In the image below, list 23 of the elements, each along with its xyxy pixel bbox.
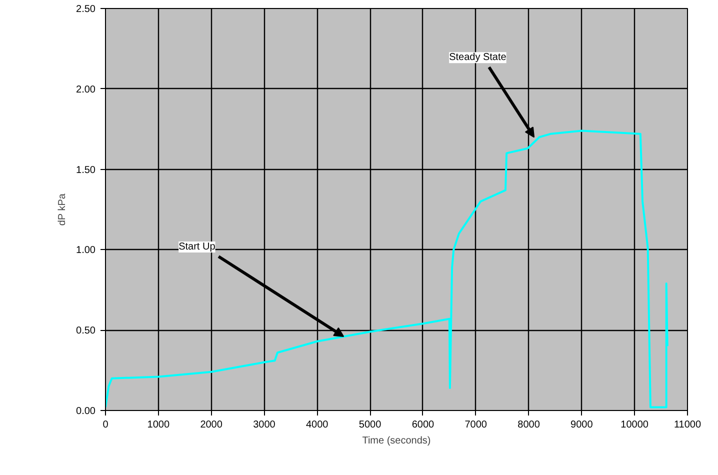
y-tick-label: 0.00 <box>76 406 96 417</box>
x-tick-label: 4000 <box>306 420 329 430</box>
annotation: Steady State <box>449 52 507 64</box>
x-tick-label: 5000 <box>358 420 382 430</box>
y-tick-label: 2.50 <box>76 4 96 15</box>
y-tick-label: 1.00 <box>76 245 96 256</box>
x-tick-label: 8000 <box>518 420 540 430</box>
y-axis-title: dP kPa <box>57 193 68 226</box>
y-tick-label: 1.50 <box>76 164 96 176</box>
x-tick-label: 11000 <box>674 420 702 430</box>
x-axis-title: Time (seconds) <box>362 436 431 446</box>
x-tick-label: 0 <box>102 420 109 430</box>
x-tick-label: 1000 <box>147 420 170 430</box>
x-tick-label: 10000 <box>620 420 649 430</box>
x-tick-label: 6000 <box>412 420 435 430</box>
annotation: Start Up <box>178 242 216 253</box>
line-series <box>106 130 668 408</box>
y-tick-label: 0.50 <box>76 326 96 337</box>
x-tick-label: 3000 <box>253 420 276 430</box>
x-tick-label: 9000 <box>570 420 594 430</box>
x-tick-label: 7000 <box>464 420 488 430</box>
y-tick-label: 2.00 <box>76 84 96 96</box>
x-tick-label: 2000 <box>200 420 223 430</box>
